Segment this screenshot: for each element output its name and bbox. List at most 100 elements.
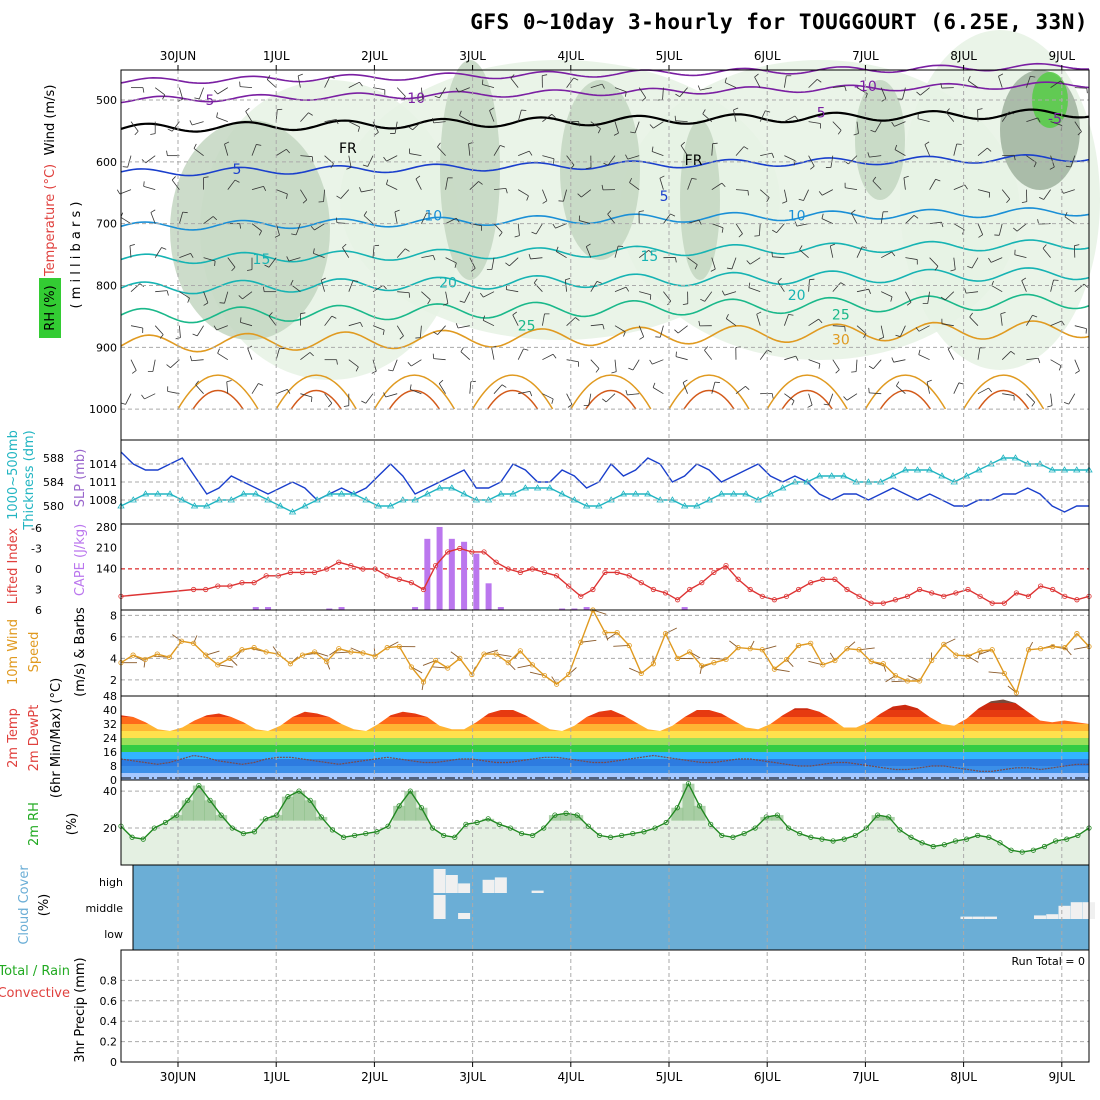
cloud-bar-high xyxy=(531,890,544,893)
wind-barb xyxy=(240,321,253,327)
date-label-top: 8JUL xyxy=(950,49,977,63)
thickness-point xyxy=(840,472,848,479)
lifted-tick: 3 xyxy=(35,584,42,597)
thickness-point xyxy=(889,472,897,479)
wind-barb xyxy=(469,181,479,190)
wind-barb-flag xyxy=(336,119,339,125)
wind-barb xyxy=(590,324,603,327)
thickness-point xyxy=(766,490,775,497)
rh2m-point xyxy=(129,834,135,840)
date-label-bottom: 4JUL xyxy=(557,1070,584,1084)
wind-barb-flag xyxy=(746,260,751,265)
wind-barb xyxy=(251,223,262,232)
wind-barb xyxy=(929,179,936,190)
wind-barb-flag xyxy=(771,153,775,158)
wind-barb xyxy=(251,383,259,394)
wind-barb-flag xyxy=(552,353,557,359)
temp-contour-15 xyxy=(120,239,1090,265)
wind-barb xyxy=(372,245,375,258)
wind-barb xyxy=(614,286,627,293)
surface-wind-barb xyxy=(604,632,609,641)
lifted-index-point xyxy=(844,586,850,593)
wind-barb-flag xyxy=(238,295,243,300)
lifted-tick: 0 xyxy=(35,563,42,576)
thickness-point xyxy=(999,454,1007,461)
surface-wind-barb xyxy=(272,646,279,655)
rh-peak xyxy=(571,815,584,821)
wind-speed-point xyxy=(1025,647,1032,653)
wind-barb-flag xyxy=(987,147,992,152)
wind-barb xyxy=(154,87,166,96)
wind-barb xyxy=(808,121,821,124)
lifted-index-point xyxy=(808,580,814,586)
thickness-point xyxy=(827,472,836,479)
wind-barb-flag xyxy=(455,87,460,93)
wind-barb xyxy=(120,216,132,224)
wind-barb-flag xyxy=(455,323,459,329)
contour-label: -5 xyxy=(200,93,214,109)
rh2m-point xyxy=(1064,836,1070,842)
wind-barb-flag xyxy=(941,222,944,228)
wind-barb xyxy=(179,252,191,259)
wind-barb-flag xyxy=(988,257,992,263)
lifted-index-point xyxy=(856,593,862,599)
wind-barb-flag xyxy=(214,260,216,266)
wind-speed-point xyxy=(432,657,439,664)
contour-label: 30 xyxy=(832,332,850,348)
wind-barb-flag xyxy=(868,365,874,370)
wind-barb xyxy=(735,223,743,234)
wind-barb-flag xyxy=(798,198,804,201)
date-label-top: 7JUL xyxy=(852,49,879,63)
cape-tick: 210 xyxy=(96,542,117,555)
wind-barb-flag xyxy=(675,93,680,98)
wind-barb-flag xyxy=(830,243,836,247)
temp-tick: 8 xyxy=(110,760,117,773)
wind-barb xyxy=(191,359,204,362)
wind-barb-flag xyxy=(906,301,912,306)
rh-peak xyxy=(170,815,183,821)
wind-barb-flag xyxy=(1047,405,1053,408)
wind-barb xyxy=(803,189,809,201)
wind-barb-flag xyxy=(710,268,716,272)
wind-barb xyxy=(1001,111,1010,122)
wind-barb xyxy=(917,118,930,123)
wind-barb-flag xyxy=(603,162,609,166)
wind-barb xyxy=(731,257,737,270)
wind-barb xyxy=(846,393,858,401)
wind-barb xyxy=(1050,320,1062,327)
wind-barb xyxy=(275,223,280,236)
wind-barb-flag xyxy=(1060,80,1065,85)
thickness-point xyxy=(975,466,983,473)
wind-barb-flag xyxy=(531,231,537,235)
wind-barb-flag xyxy=(624,91,627,97)
temp-band xyxy=(121,710,1089,717)
wind-speed-point xyxy=(178,638,185,644)
contour-label: 10 xyxy=(788,209,806,225)
rh-peak xyxy=(560,813,573,821)
wind-barb-flag xyxy=(795,355,799,361)
wind-barb-flag xyxy=(1006,198,1011,204)
thickness-point xyxy=(203,502,211,509)
wind-barb-flag xyxy=(361,400,366,404)
lifted-index-point xyxy=(1050,586,1056,593)
surface-wind-barb xyxy=(326,661,331,670)
rh2m-point xyxy=(997,840,1003,846)
wind-barb-flag xyxy=(247,269,253,271)
wind-barb xyxy=(579,220,591,225)
wind-barb-flag xyxy=(964,288,967,294)
wind-barb-flag xyxy=(434,95,440,99)
wind-barb-flag xyxy=(431,117,435,124)
wind-barb-flag xyxy=(958,382,964,385)
wind-barb-flag xyxy=(1063,401,1069,405)
rh2m-point xyxy=(385,823,391,829)
wind-barb-flag xyxy=(542,74,548,77)
wind-barb xyxy=(896,385,906,394)
surface-wind-barb xyxy=(749,640,755,649)
wind-barb-flag xyxy=(1030,75,1036,78)
wind-barb xyxy=(363,215,374,224)
wind-speed-point xyxy=(215,662,221,668)
wind-barb-flag xyxy=(940,83,943,89)
wind-barb xyxy=(638,249,649,258)
rh2m-point xyxy=(641,829,647,835)
wind-barb-flag xyxy=(595,368,600,373)
